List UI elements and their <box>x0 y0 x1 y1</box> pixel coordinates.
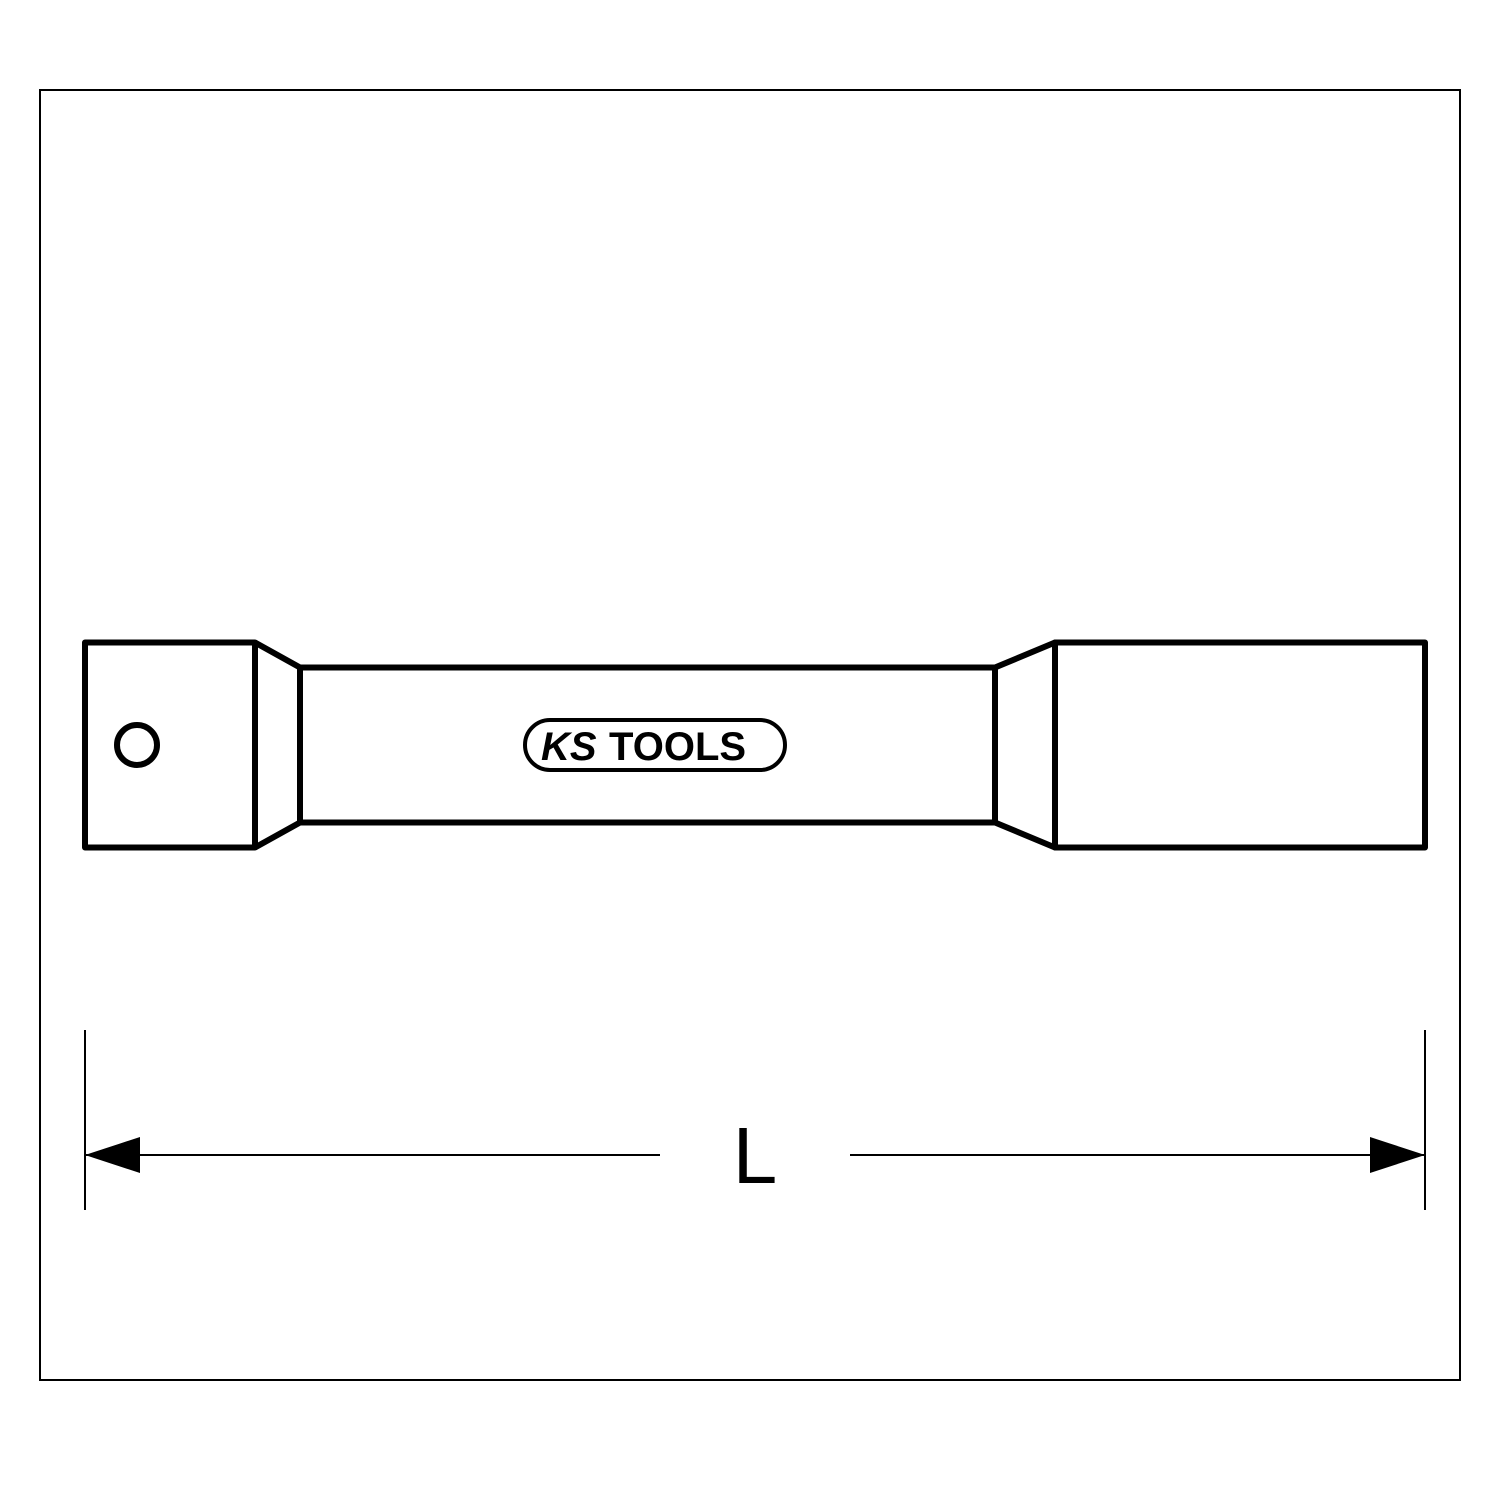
logo-text-ks: KS <box>541 725 597 769</box>
arrowhead-right <box>1370 1137 1425 1173</box>
detent-hole <box>117 725 157 765</box>
dimension-L: L <box>85 1030 1425 1210</box>
dimension-label: L <box>733 1111 778 1200</box>
extension-bar: KS TOOLS <box>85 643 1425 848</box>
drive-square <box>85 643 255 848</box>
socket-end <box>1055 643 1425 848</box>
logo-text-tools: TOOLS <box>609 725 746 769</box>
arrowhead-left <box>85 1137 140 1173</box>
brand-logo: KS TOOLS <box>525 720 785 770</box>
